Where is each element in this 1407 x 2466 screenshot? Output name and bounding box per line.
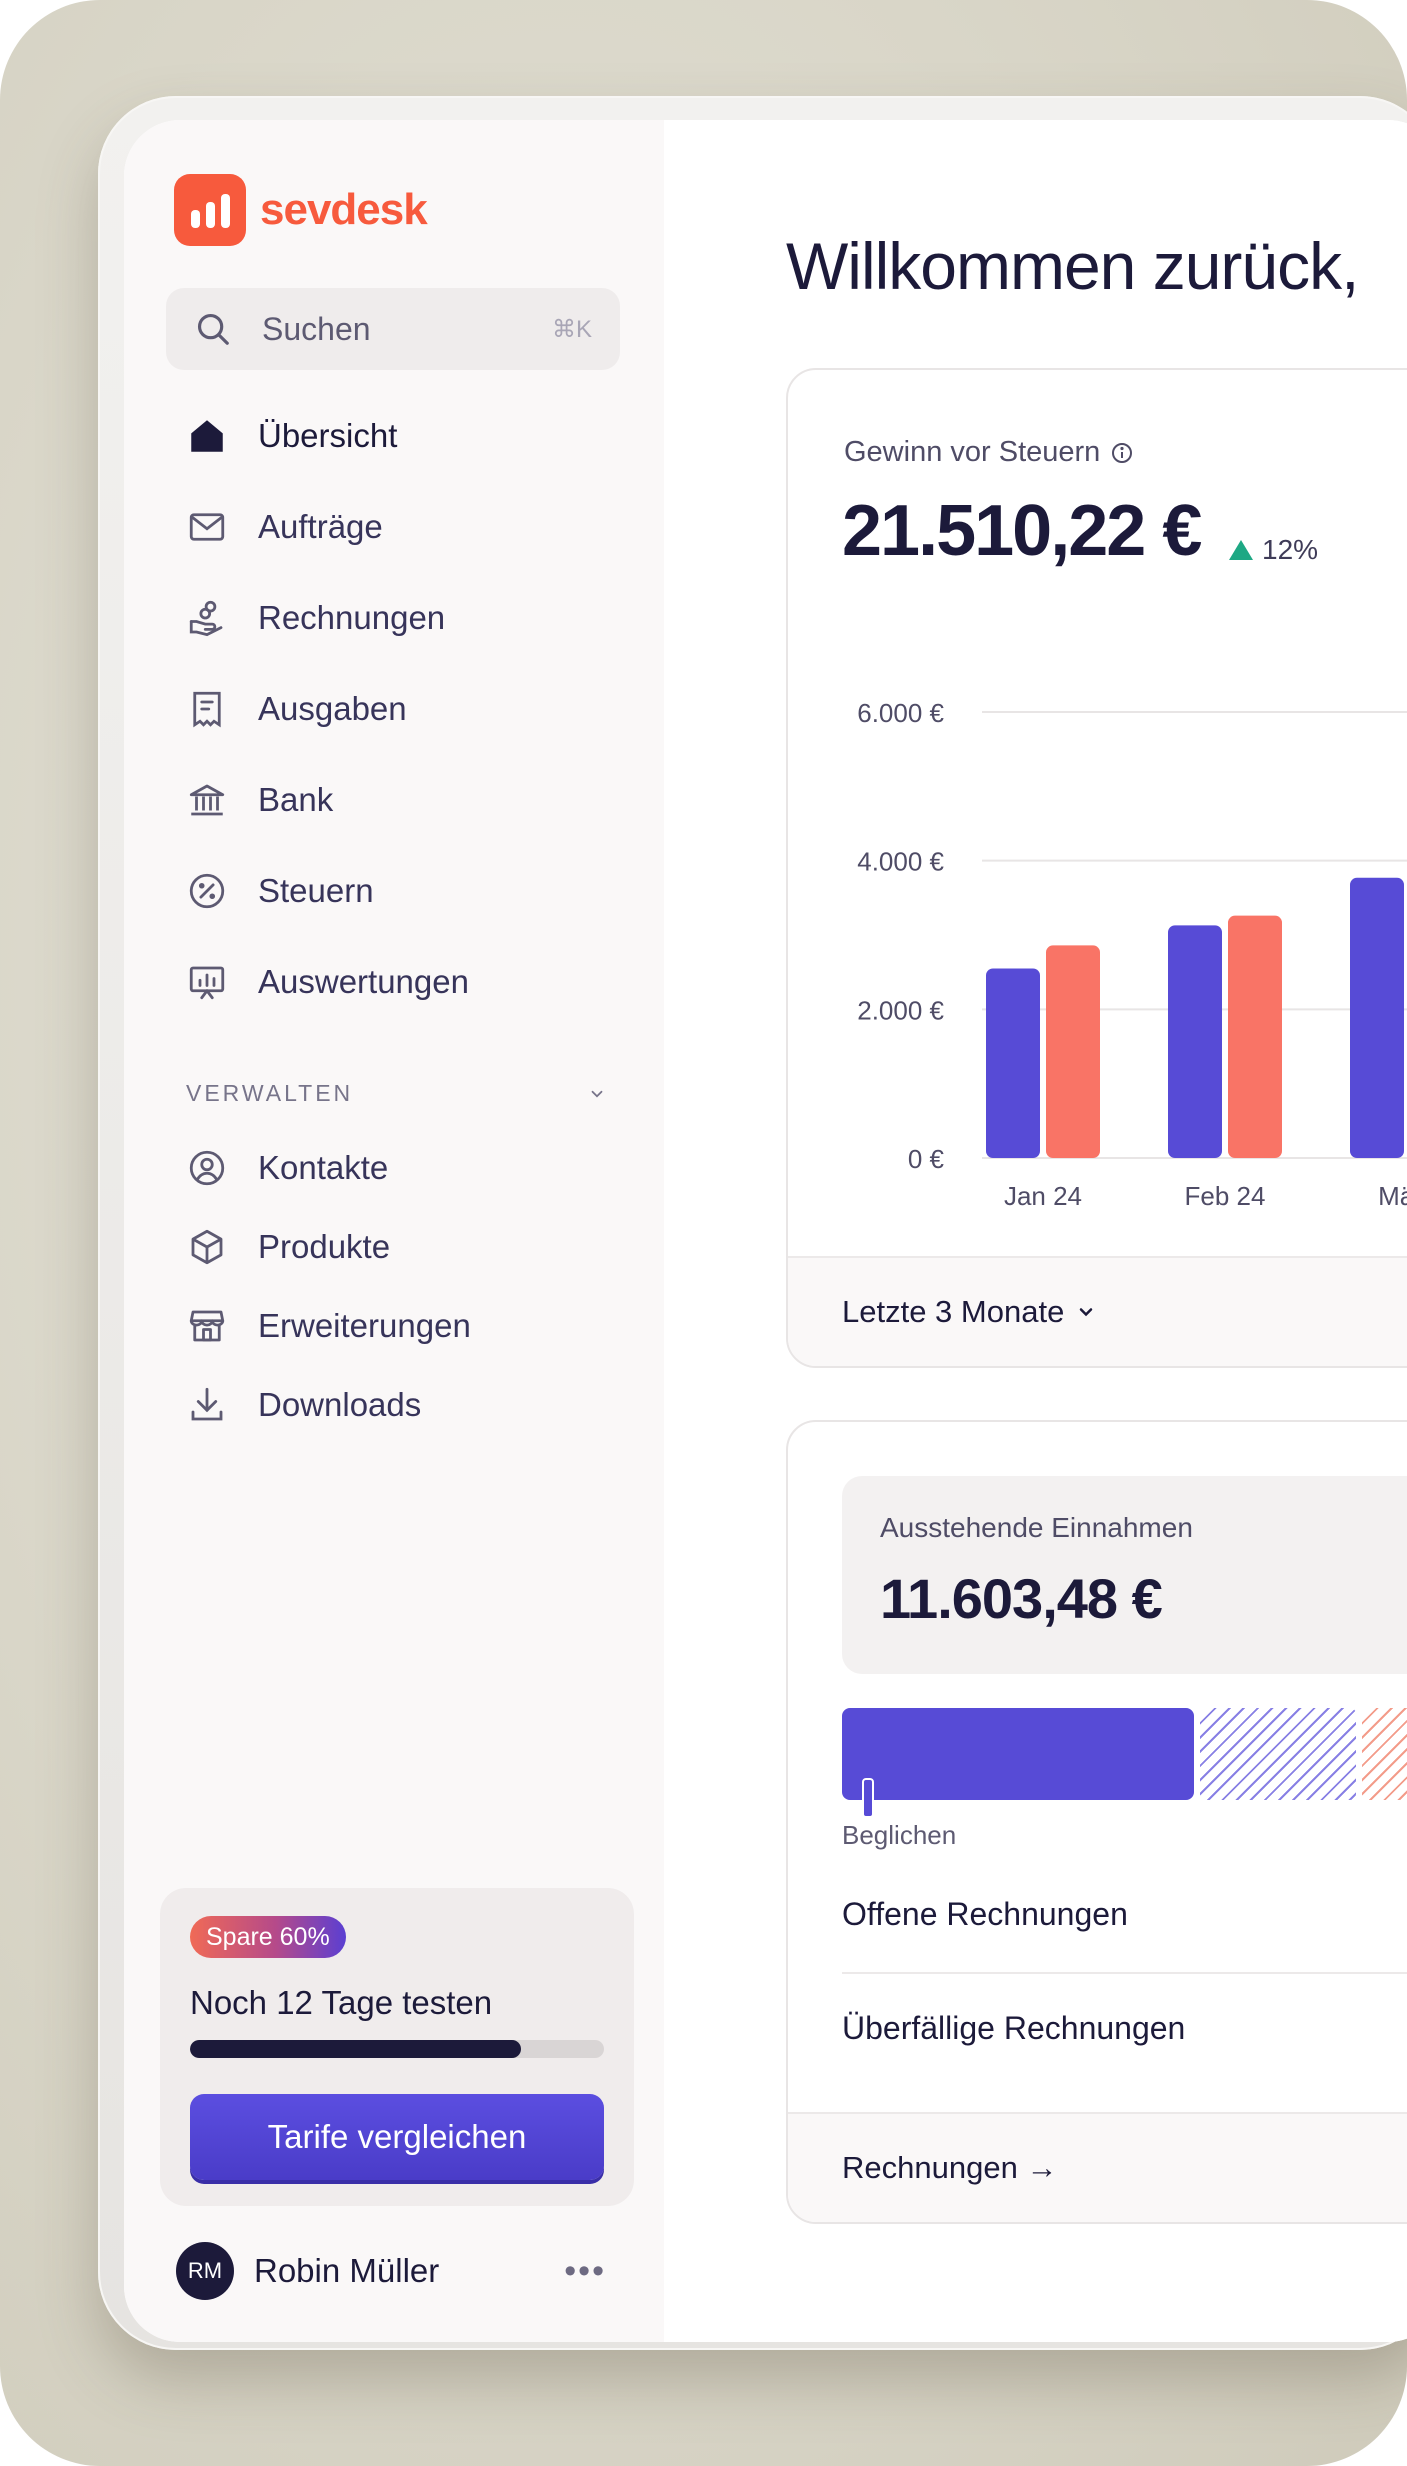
coins-hand-icon xyxy=(182,593,232,643)
open-invoices-row[interactable]: Offene Rechnungen xyxy=(842,1896,1128,1932)
chart-bar[interactable] xyxy=(1350,877,1404,1158)
user-name: Robin Müller xyxy=(254,2252,440,2289)
sidebar-item-auswertungen[interactable]: Auswertungen xyxy=(182,936,622,1027)
brand-name: sevdesk xyxy=(260,185,428,234)
x-tick-label: Jan 24 xyxy=(1004,1181,1082,1211)
main-nav: Übersicht Aufträge Rechnungen xyxy=(182,390,622,1027)
sidebar-item-ausgaben[interactable]: Ausgaben xyxy=(182,663,622,754)
logo-mark-icon xyxy=(174,174,246,246)
invoices-link[interactable]: Rechnungen → xyxy=(788,2112,1407,2222)
sidebar-item-produkte[interactable]: Produkte xyxy=(182,1207,622,1286)
app-screen: sevdesk Suchen ⌘K Übersicht xyxy=(124,120,1407,2342)
store-icon xyxy=(182,1301,232,1351)
box-icon xyxy=(182,1222,232,1272)
sidebar: sevdesk Suchen ⌘K Übersicht xyxy=(124,120,666,2342)
chevron-down-icon xyxy=(591,1090,603,1098)
trial-progress-fill xyxy=(190,2040,522,2058)
sidebar-item-rechnungen[interactable]: Rechnungen xyxy=(182,572,622,663)
discount-badge: Spare 60% xyxy=(190,1916,346,1958)
sidebar-item-steuern[interactable]: Steuern xyxy=(182,845,622,936)
main-content: Willkommen zurück, Gewinn vor Steuern 21… xyxy=(664,120,1407,2342)
profit-delta: 12% xyxy=(1228,534,1318,566)
sidebar-item-label: Downloads xyxy=(258,1385,422,1423)
section-title: VERWALTEN xyxy=(186,1080,354,1106)
profit-value: 21.510,22 € xyxy=(842,491,1202,571)
section-verwalten[interactable]: VERWALTEN xyxy=(186,1080,606,1107)
bar-segment-overdue[interactable] xyxy=(1362,1708,1407,1800)
search-input[interactable]: Suchen ⌘K xyxy=(166,288,620,370)
x-tick-label: März xyxy=(1378,1181,1407,1211)
y-tick-label: 6.000 € xyxy=(857,698,944,728)
sidebar-item-label: Steuern xyxy=(258,871,374,909)
sidebar-item-label: Produkte xyxy=(258,1227,391,1265)
bank-icon xyxy=(182,775,232,825)
avatar: RM xyxy=(176,2242,234,2300)
trial-progress xyxy=(190,2040,604,2058)
invoices-link-label: Rechnungen → xyxy=(842,2150,1058,2185)
brand-logo[interactable]: sevdesk xyxy=(174,174,428,246)
income-label: Ausstehende Einnahmen xyxy=(880,1512,1193,1543)
bar-segment-paid[interactable] xyxy=(842,1708,1194,1800)
download-icon xyxy=(182,1380,232,1430)
compare-plans-button[interactable]: Tarife vergleichen xyxy=(190,2094,604,2180)
period-selector[interactable]: Letzte 3 Monate xyxy=(788,1256,1407,1366)
sidebar-item-label: Rechnungen xyxy=(258,598,446,636)
income-card: Ausstehende Einnahmen 11.603,48 € Beglic… xyxy=(786,1420,1407,2224)
info-icon[interactable] xyxy=(1110,441,1134,465)
profit-label: Gewinn vor Steuern xyxy=(844,436,1101,468)
sidebar-item-label: Aufträge xyxy=(258,507,383,545)
income-value: 11.603,48 € xyxy=(880,1567,1163,1630)
chart-bar[interactable] xyxy=(986,968,1040,1158)
trial-title: Noch 12 Tage testen xyxy=(190,1984,493,2021)
period-label-row: Letzte 3 Monate xyxy=(842,1294,1096,1330)
profit-delta-value: 12% xyxy=(1262,534,1319,565)
x-tick-label: Feb 24 xyxy=(1185,1181,1266,1211)
sidebar-item-uebersicht[interactable]: Übersicht xyxy=(182,390,622,481)
percent-icon xyxy=(182,866,232,916)
chart-bar[interactable] xyxy=(1228,915,1282,1158)
manage-nav: Kontakte Produkte Erweiterungen xyxy=(182,1128,622,1444)
sidebar-item-label: Übersicht xyxy=(258,416,398,454)
period-label: Letzte 3 Monate xyxy=(842,1294,1065,1329)
presentation-chart-icon xyxy=(182,957,232,1007)
divider xyxy=(842,1972,1407,1974)
user-menu[interactable]: RM Robin Müller ••• xyxy=(176,2242,606,2300)
trend-up-icon xyxy=(1229,540,1253,560)
outstanding-income-box: Ausstehende Einnahmen 11.603,48 € xyxy=(842,1476,1407,1674)
y-tick-label: 4.000 € xyxy=(857,847,944,877)
profit-card: Gewinn vor Steuern 21.510,22 € 12% 0 € 2.… xyxy=(786,368,1407,1368)
sidebar-item-label: Auswertungen xyxy=(258,962,469,1000)
search-placeholder: Suchen xyxy=(262,310,371,347)
sidebar-item-label: Ausgaben xyxy=(258,689,407,727)
home-icon xyxy=(182,411,232,461)
search-icon xyxy=(197,313,229,345)
sidebar-item-kontakte[interactable]: Kontakte xyxy=(182,1128,622,1207)
sidebar-item-label: Bank xyxy=(258,780,334,818)
y-tick-label: 2.000 € xyxy=(857,995,944,1025)
sidebar-item-downloads[interactable]: Downloads xyxy=(182,1365,622,1444)
user-circle-icon xyxy=(182,1143,232,1193)
page-title: Willkommen zurück, xyxy=(786,229,1359,303)
more-icon[interactable]: ••• xyxy=(564,2251,606,2290)
overdue-invoices-row[interactable]: Überfällige Rechnungen xyxy=(842,2010,1186,2046)
sidebar-item-auftraege[interactable]: Aufträge xyxy=(182,481,622,572)
sidebar-item-erweiterungen[interactable]: Erweiterungen xyxy=(182,1286,622,1365)
chart-bar[interactable] xyxy=(1168,925,1222,1158)
mail-icon xyxy=(182,502,232,552)
segment-label: Beglichen xyxy=(842,1820,957,1850)
bar-segment-open[interactable] xyxy=(1200,1708,1356,1800)
chevron-down-icon xyxy=(1080,1308,1093,1317)
trial-card: Spare 60% Noch 12 Tage testen Tarife ver… xyxy=(160,1888,634,2206)
chart-bar[interactable] xyxy=(1046,945,1100,1158)
sidebar-item-label: Kontakte xyxy=(258,1148,389,1186)
profit-chart: 0 € 2.000 € 4.000 € 6.000 € Jan 24 Feb 24 März xyxy=(857,698,1407,1211)
sidebar-item-bank[interactable]: Bank xyxy=(182,754,622,845)
y-tick-label: 0 € xyxy=(908,1144,945,1174)
sidebar-item-label: Erweiterungen xyxy=(258,1306,471,1344)
search-shortcut: ⌘K xyxy=(551,315,592,343)
segment-marker xyxy=(862,1778,874,1818)
receipt-icon xyxy=(182,684,232,734)
profit-label-row: Gewinn vor Steuern xyxy=(844,436,1134,469)
